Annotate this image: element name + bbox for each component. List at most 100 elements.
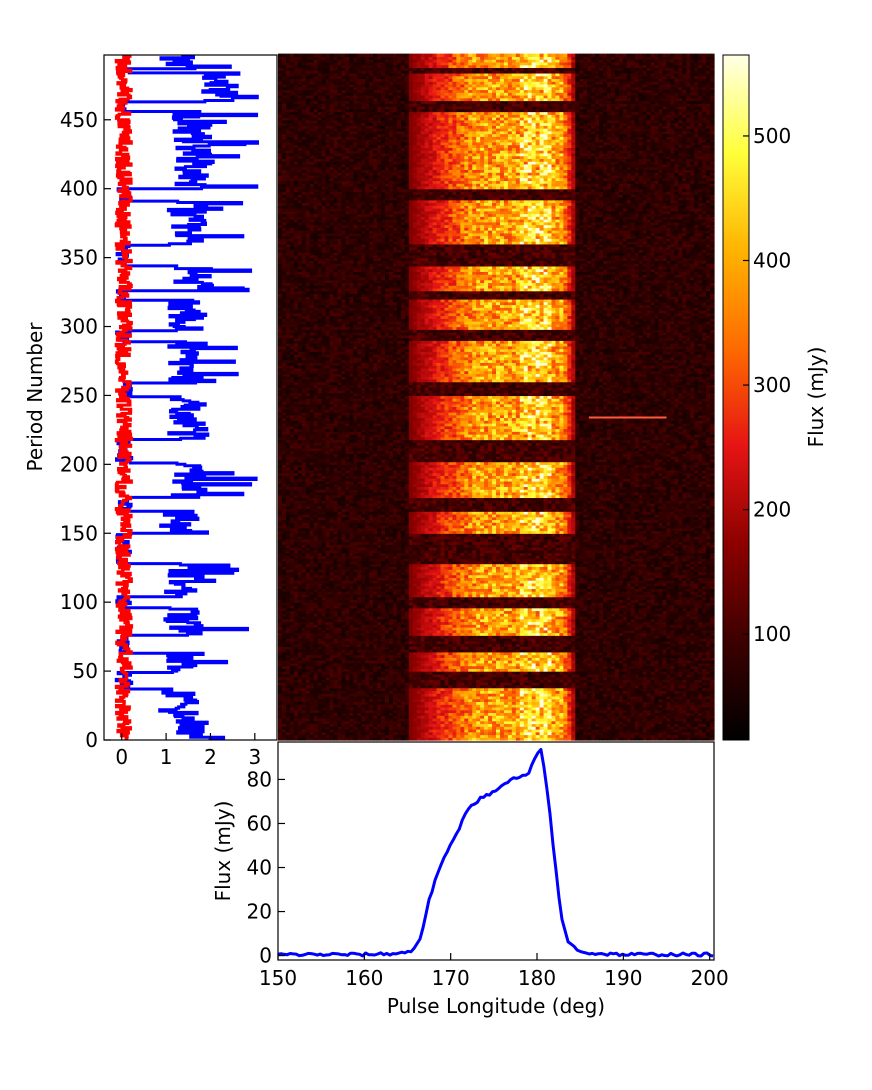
heatmap-cell [476, 671, 481, 675]
heatmap-cell [432, 660, 438, 664]
heatmap-cell [547, 660, 553, 664]
heatmap-cell [646, 717, 652, 722]
heatmap-cell [468, 731, 473, 736]
heatmap-cell [412, 715, 418, 719]
heatmap-cell [484, 734, 489, 738]
heatmap-cell [555, 712, 561, 716]
heatmap-cell [472, 687, 477, 691]
heatmap-cell [527, 687, 533, 691]
heatmap-cell [571, 734, 576, 738]
heatmap-cell [527, 690, 533, 694]
heatmap-cell [678, 728, 683, 733]
heatmap-cell [452, 731, 457, 736]
heatmap-cell [484, 679, 489, 683]
heatmap-cell [539, 676, 545, 680]
heatmap-cell [317, 734, 323, 738]
heatmap-cell [698, 734, 703, 738]
heatmap-cell [603, 682, 608, 686]
heatmap-cell [404, 723, 410, 727]
heatmap-cell [599, 706, 604, 711]
heatmap-cell [666, 715, 671, 719]
heatmap-cell [599, 717, 604, 722]
heatmap-cell [385, 682, 390, 686]
heatmap-cell [357, 662, 362, 667]
heatmap-cell [682, 712, 687, 716]
heatmap-cell [357, 715, 362, 719]
heatmap-cell [488, 695, 493, 700]
heatmap-cell [686, 679, 691, 683]
heatmap-cell [670, 682, 675, 686]
heatmap-cell [369, 720, 374, 725]
heatmap-cell [575, 682, 580, 686]
heatmap-cell [361, 695, 366, 700]
heatmap-cell [341, 687, 346, 691]
heatmap-cell [626, 693, 632, 697]
heatmap-cell [535, 731, 541, 736]
heatmap-cell [678, 709, 683, 714]
heatmap-cell [682, 662, 687, 667]
heatmap-cell [329, 665, 335, 669]
heatmap-cell [278, 676, 283, 680]
heatmap-cell [369, 673, 374, 678]
heatmap-cell [301, 665, 307, 669]
heatmap-cell [400, 684, 406, 689]
heatmap-cell [464, 690, 469, 694]
heatmap-cell [591, 720, 596, 725]
heatmap-cell [464, 709, 469, 714]
heatmap-cell [595, 668, 600, 672]
heatmap-cell [440, 698, 446, 703]
heatmap-cell [385, 662, 390, 667]
heatmap-cell [301, 671, 307, 675]
heatmap-cell [670, 698, 675, 703]
heatmap-cell [404, 682, 410, 686]
heatmap-cell [610, 690, 616, 694]
heatmap-cell [281, 720, 287, 725]
heatmap-cell [452, 720, 457, 725]
heatmap-cell [610, 673, 616, 678]
heatmap-cell [333, 715, 339, 719]
heatmap-cell [527, 676, 533, 680]
heatmap-cell [281, 660, 287, 664]
heatmap-cell [634, 687, 640, 691]
heatmap-cell [353, 660, 358, 664]
heatmap-cell [400, 660, 406, 664]
heatmap-cell [595, 706, 600, 711]
heatmap-cell [412, 668, 418, 672]
heatmap-cell [535, 720, 541, 725]
heatmap-cell [650, 720, 656, 725]
heatmap-cell [515, 720, 521, 725]
heatmap-cell [567, 698, 572, 703]
heatmap-cell [440, 723, 446, 727]
heatmap-cell [614, 723, 620, 727]
heatmap-cell [547, 679, 553, 683]
heatmap-cell [654, 662, 660, 667]
heatmap-cell [618, 684, 624, 689]
heatmap-cell [293, 676, 299, 680]
heatmap-cell [606, 709, 612, 714]
heatmap-cell [591, 693, 596, 697]
heatmap-cell [321, 679, 327, 683]
heatmap-cell [583, 698, 588, 703]
heatmap-cell [678, 679, 683, 683]
heatmap-cell [563, 717, 568, 722]
heatmap-cell [666, 737, 671, 741]
heatmap-cell [511, 706, 517, 711]
heatmap-cell [278, 698, 283, 703]
heatmap-cell [373, 715, 378, 719]
heatmap-cell [694, 717, 699, 722]
heatmap-cell [365, 673, 370, 678]
heatmap-cell [563, 679, 568, 683]
heatmap-cell [535, 660, 541, 664]
heatmap-cell [416, 679, 422, 683]
heatmap-cell [634, 693, 640, 697]
heatmap-cell [587, 704, 592, 708]
heatmap-cell [460, 715, 465, 719]
heatmap-cell [606, 693, 612, 697]
heatmap-cell [579, 673, 584, 678]
heatmap-cell [416, 665, 422, 669]
heatmap-cell [662, 717, 668, 722]
heatmap-cell [436, 673, 442, 678]
heatmap-cell [317, 682, 323, 686]
heatmap-cell [420, 682, 426, 686]
heatmap-cell [392, 698, 398, 703]
